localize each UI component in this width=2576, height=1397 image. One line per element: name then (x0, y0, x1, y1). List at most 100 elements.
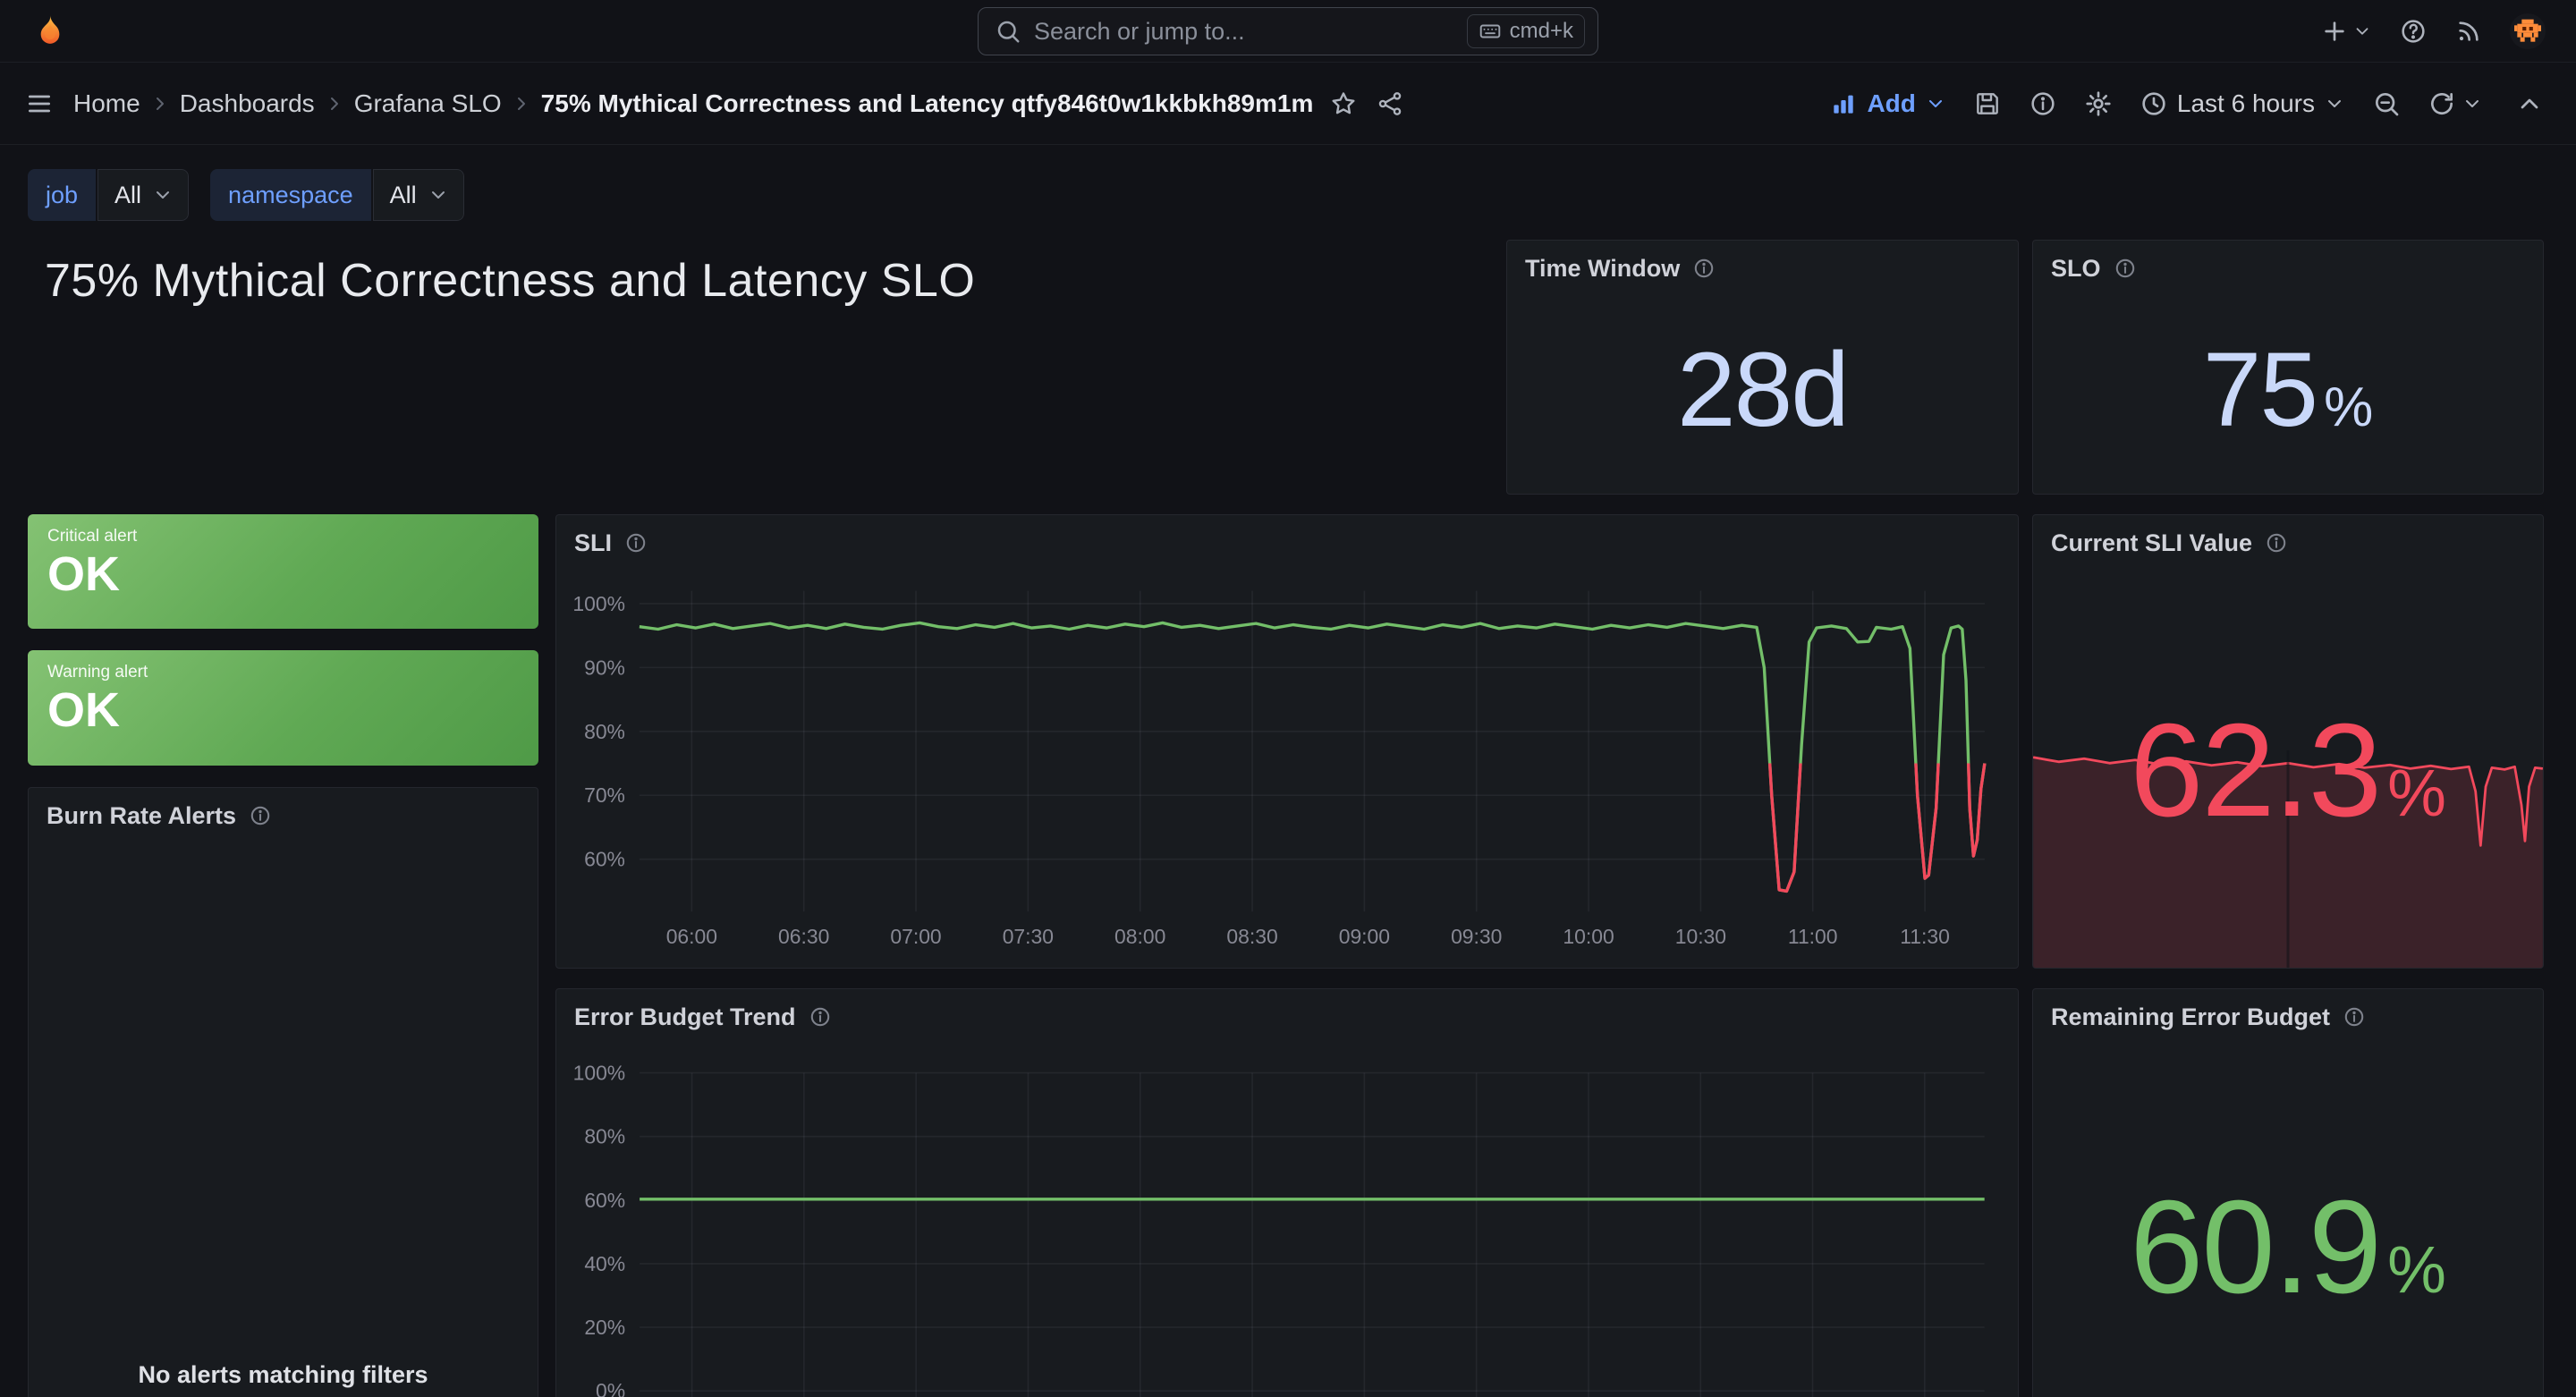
keyboard-icon (1479, 20, 1502, 43)
share-button[interactable] (1376, 89, 1404, 118)
panel-slo: SLO 75% (2032, 240, 2544, 495)
star-icon (1329, 89, 1358, 118)
dashboard-insights-button[interactable] (2029, 89, 2057, 118)
chevron-down-icon (2324, 93, 2345, 114)
help-button[interactable] (2399, 17, 2428, 46)
news-button[interactable] (2454, 17, 2483, 46)
plus-icon (2320, 17, 2349, 46)
save-icon (1973, 89, 2002, 118)
panel-title: Remaining Error Budget (2051, 1003, 2331, 1030)
chevron-down-icon (1925, 93, 1946, 114)
user-avatar[interactable] (2510, 13, 2546, 49)
chevron-up-icon (2515, 89, 2544, 118)
panel-header: Remaining Error Budget (2033, 989, 2543, 1045)
panel-title: SLO (2051, 254, 2101, 282)
gear-icon (2084, 89, 2113, 118)
chevron-down-icon (2462, 93, 2483, 114)
svg-text:60%: 60% (584, 1189, 625, 1212)
panel-header: Current SLI Value (2033, 515, 2543, 571)
svg-text:80%: 80% (584, 1125, 625, 1148)
panel-current-sli: Current SLI Value 62.3% (2032, 514, 2544, 969)
stat-value: 28d (1677, 331, 1850, 449)
alert-status: OK (47, 683, 120, 737)
chevron-down-icon (2352, 21, 2372, 41)
variable-job-select[interactable]: All (97, 169, 190, 221)
sli-chart-canvas[interactable]: 06:00 06:30 07:00 07:30 08:00 08:30 09:00 09:30… (556, 515, 2018, 968)
dashboard-title: 75% Mythical Correctness and Latency SLO (45, 255, 976, 307)
breadcrumb-home[interactable]: Home (73, 89, 140, 117)
variable-namespace: namespace All (210, 169, 464, 221)
svg-text:11:00: 11:00 (1788, 925, 1838, 948)
avatar-icon (2510, 13, 2546, 49)
panel-info-icon[interactable] (2114, 257, 2137, 280)
collapse-toolbar-button[interactable] (2515, 89, 2544, 118)
grafana-logo-icon (32, 13, 68, 49)
favorite-button[interactable] (1329, 89, 1358, 118)
alert-label: Critical alert (47, 527, 138, 546)
svg-text:0%: 0% (596, 1379, 625, 1397)
panel-error-budget-trend: Error Budget Trend 100% 80% 60% 40% 20% 0% (555, 988, 2019, 1397)
refresh-button[interactable] (2428, 89, 2456, 118)
breadcrumb-current: 75% Mythical Correctness and Latency qtf… (540, 89, 1314, 117)
error-budget-trend-chart-canvas[interactable]: 100% 80% 60% 40% 20% 0% (556, 989, 2018, 1397)
zoom-out-time-button[interactable] (2372, 89, 2401, 118)
panel-header: Error Budget Trend (556, 989, 2018, 1045)
panel-info-icon[interactable] (1692, 257, 1716, 280)
panel-info-icon[interactable] (2343, 1005, 2366, 1029)
hamburger-icon (25, 89, 54, 118)
alert-label: Warning alert (47, 663, 148, 682)
panel-info-icon[interactable] (249, 804, 272, 827)
panel-title: Current SLI Value (2051, 529, 2253, 556)
panel-time-window: Time Window 28d (1506, 240, 2019, 495)
svg-text:100%: 100% (573, 1062, 626, 1085)
help-icon (2399, 17, 2428, 46)
panel-remaining-error-budget: Remaining Error Budget 60.9% (2032, 988, 2544, 1397)
panel-header: Burn Rate Alerts (29, 788, 538, 843)
stat-value: 62.3% (2130, 697, 2446, 844)
refresh-icon (2428, 89, 2456, 118)
svg-text:100%: 100% (572, 592, 625, 615)
breadcrumb-dashboards[interactable]: Dashboards (179, 89, 315, 117)
breadcrumb-folder[interactable]: Grafana SLO (353, 89, 502, 117)
current-sli-sparkline (2033, 750, 2543, 968)
refresh-interval-button[interactable] (2462, 93, 2483, 114)
warning-alert-card[interactable]: Warning alert OK (28, 650, 538, 766)
grafana-logo-button[interactable] (30, 12, 70, 51)
refresh-controls (2428, 89, 2483, 118)
svg-text:40%: 40% (584, 1252, 625, 1275)
dashboard-title-actions (1329, 89, 1404, 118)
svg-text:07:00: 07:00 (890, 925, 941, 948)
svg-text:08:00: 08:00 (1114, 925, 1165, 948)
svg-text:09:00: 09:00 (1339, 925, 1390, 948)
share-icon (1376, 89, 1404, 118)
search-input[interactable]: Search or jump to... cmd+k (978, 7, 1598, 55)
svg-text:80%: 80% (584, 720, 625, 743)
search-icon (995, 18, 1021, 45)
panel-info-icon[interactable] (809, 1005, 832, 1029)
save-dashboard-button[interactable] (1973, 89, 2002, 118)
mega-menu-button[interactable] (25, 89, 54, 118)
zoom-out-icon (2372, 89, 2401, 118)
svg-text:10:30: 10:30 (1675, 925, 1726, 948)
alert-status: OK (47, 547, 120, 601)
top-navigation: Search or jump to... cmd+k (0, 0, 2576, 63)
variable-label: job (28, 169, 97, 221)
variable-namespace-select[interactable]: All (372, 169, 464, 221)
svg-text:09:30: 09:30 (1451, 925, 1502, 948)
dashboard-settings-button[interactable] (2084, 89, 2113, 118)
svg-text:06:00: 06:00 (666, 925, 717, 948)
time-range-picker[interactable]: Last 6 hours (2140, 89, 2345, 118)
panel-info-icon[interactable] (624, 531, 648, 555)
new-menu-button[interactable] (2320, 17, 2372, 46)
panel-info-icon[interactable] (2265, 531, 2288, 555)
add-panel-button[interactable]: Add (1829, 89, 1945, 118)
svg-text:90%: 90% (584, 656, 625, 679)
panel-title: Burn Rate Alerts (47, 801, 237, 829)
variable-job: job All (28, 169, 190, 221)
critical-alert-card[interactable]: Critical alert OK (28, 514, 538, 629)
svg-text:60%: 60% (584, 848, 625, 871)
graph-bar-icon (1829, 89, 1858, 118)
svg-text:20%: 20% (584, 1316, 625, 1339)
svg-text:08:30: 08:30 (1226, 925, 1277, 948)
variable-value: All (114, 181, 142, 208)
